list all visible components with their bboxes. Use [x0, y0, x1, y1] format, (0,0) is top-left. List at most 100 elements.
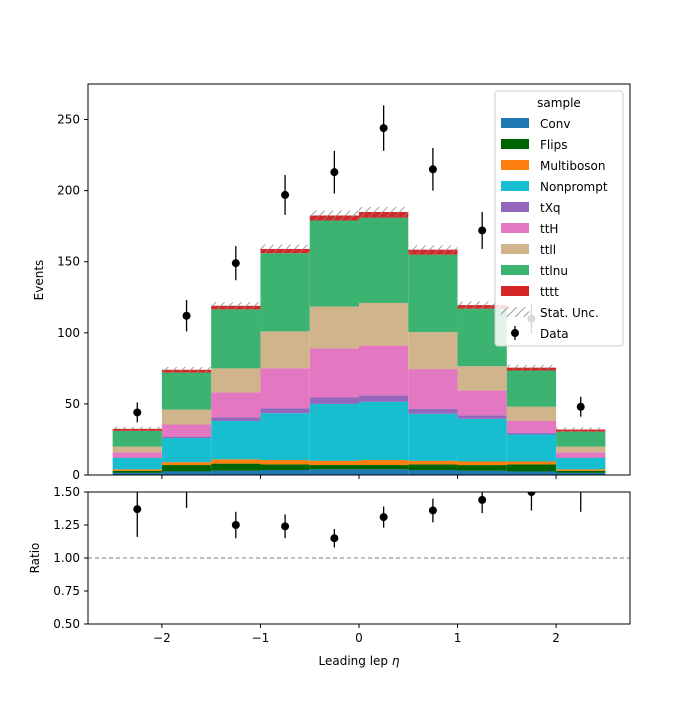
main-y-axis: 0 50 100 150 200 250 — [57, 113, 88, 482]
x-tick-label-0: −2 — [153, 631, 171, 645]
bar-nonprompt-bin-6 — [359, 401, 409, 461]
bar-nonprompt-bin-9 — [506, 434, 557, 462]
legend-swatch-data-marker — [511, 329, 519, 337]
bar-txq-bin-10 — [556, 457, 606, 458]
bar-conv-bin-1 — [112, 472, 162, 475]
bar-multiboson-bin-4 — [260, 460, 310, 465]
stat-uncertainty-band — [112, 206, 606, 432]
legend-frame — [494, 90, 624, 347]
ratio-point-5 — [330, 534, 339, 543]
ratio-y-tick-label-0: 0.50 — [53, 617, 80, 631]
ratio-y-tick-label-2: 1.00 — [53, 551, 80, 565]
bar-tth-bin-1 — [112, 452, 162, 458]
ratio-axes-frame — [87, 491, 631, 625]
bar-conv-bin-6 — [359, 469, 409, 475]
bar-txq-bin-7 — [408, 408, 458, 414]
legend-swatch-nonprompt — [501, 181, 529, 191]
ratio-points — [133, 492, 582, 548]
bar-txq-bin-3 — [211, 417, 261, 421]
bar-flips-bin-6 — [359, 465, 409, 470]
bar-txq-bin-1 — [112, 457, 162, 458]
ratio-point-1 — [133, 505, 142, 514]
data-point-6 — [379, 124, 388, 133]
data-point-1 — [133, 408, 142, 417]
bar-ttll-bin-1 — [112, 446, 162, 453]
legend-swatch-txq — [501, 202, 529, 212]
legend-label-flips: Flips — [540, 138, 567, 152]
main-y-tick-label-50: 50 — [65, 397, 80, 411]
bar-flips-bin-5 — [309, 465, 359, 470]
ratio-y-tick-label-1: 0.75 — [53, 584, 80, 598]
ratio-y-axis-label: Ratio — [28, 543, 42, 574]
data-point-2 — [182, 311, 191, 320]
data-point-5 — [330, 168, 339, 177]
bar-multiboson-bin-6 — [359, 460, 409, 466]
bar-txq-bin-8 — [457, 415, 507, 419]
bar-multiboson-bin-1 — [112, 469, 162, 471]
legend-label-conv: Conv — [540, 117, 570, 131]
bar-nonprompt-bin-2 — [161, 438, 212, 463]
bar-tth-bin-10 — [556, 452, 606, 458]
ratio-y-tick-label-3: 1.25 — [53, 518, 80, 532]
bar-conv-bin-2 — [161, 471, 212, 475]
stat-unc-bin-4 — [260, 244, 310, 254]
ratio-point-4 — [281, 522, 290, 531]
stat-unc-bin-9 — [506, 364, 557, 371]
bar-ttlnu-bin-4 — [260, 253, 310, 332]
stat-unc-bin-7 — [408, 245, 458, 254]
ratio-point-9 — [527, 492, 536, 496]
ratio-x-axis: −2 −1 0 1 2 — [153, 624, 560, 645]
legend: sample Conv Flips Multiboson Nonprompt tXq tt… — [494, 90, 624, 347]
stat-unc-bin-1 — [112, 426, 162, 431]
main-y-tick-label-200: 200 — [57, 184, 80, 198]
bar-tth-bin-8 — [457, 390, 507, 416]
stat-unc-bin-5 — [309, 210, 359, 221]
x-tick-label-1: −1 — [252, 631, 270, 645]
legend-label-stat-unc: Stat. Unc. — [540, 306, 599, 320]
ratio-y-tick-label-4: 1.50 — [53, 485, 80, 499]
ratio-y-axis: 0.50 0.75 1.00 1.25 1.50 — [53, 485, 88, 631]
bar-multiboson-bin-2 — [161, 462, 212, 466]
ratio-point-8 — [478, 495, 487, 504]
bar-conv-bin-9 — [506, 471, 557, 475]
bar-ttlnu-bin-5 — [309, 220, 359, 307]
main-y-tick-label-0: 0 — [72, 468, 80, 482]
bar-nonprompt-bin-8 — [457, 418, 507, 462]
bar-ttlnu-bin-7 — [408, 254, 458, 333]
bar-nonprompt-bin-10 — [556, 457, 606, 470]
bar-ttlnu-bin-2 — [161, 372, 212, 410]
legend-label-ttlnu: ttlnu — [540, 264, 568, 278]
bar-flips-bin-2 — [161, 465, 212, 472]
stat-unc-bin-6 — [359, 206, 409, 217]
bar-flips-bin-4 — [260, 464, 310, 471]
bar-ttll-bin-9 — [506, 406, 557, 421]
x-axis-label: Leading lep η — [319, 654, 400, 668]
data-point-4 — [281, 190, 290, 199]
bar-txq-bin-4 — [260, 408, 310, 414]
x-tick-label-4: 2 — [552, 631, 560, 645]
legend-label-tth: ttH — [540, 222, 558, 236]
bar-flips-bin-7 — [408, 464, 458, 471]
data-point-7 — [428, 165, 437, 174]
legend-swatch-tth — [501, 223, 529, 233]
stat-unc-bin-3 — [211, 302, 261, 310]
bar-ttlnu-bin-9 — [506, 370, 557, 407]
main-y-axis-label: Events — [32, 260, 46, 301]
bar-ttll-bin-10 — [556, 446, 606, 453]
bar-txq-bin-9 — [506, 433, 557, 435]
legend-swatch-multiboson — [501, 160, 529, 170]
data-point-10 — [576, 402, 585, 411]
stat-unc-bin-10 — [556, 427, 606, 432]
data-point-8 — [478, 226, 487, 235]
bar-multiboson-bin-8 — [457, 461, 507, 466]
stat-unc-bin-8 — [457, 301, 507, 309]
bar-conv-bin-3 — [211, 470, 261, 475]
bar-flips-bin-8 — [457, 465, 507, 471]
legend-label-txq: tXq — [540, 201, 561, 215]
stacked-bars — [112, 211, 606, 475]
bar-conv-bin-5 — [309, 469, 359, 475]
legend-label-tttt: tttt — [540, 285, 559, 299]
bar-txq-bin-2 — [161, 436, 212, 439]
bar-nonprompt-bin-4 — [260, 413, 310, 461]
